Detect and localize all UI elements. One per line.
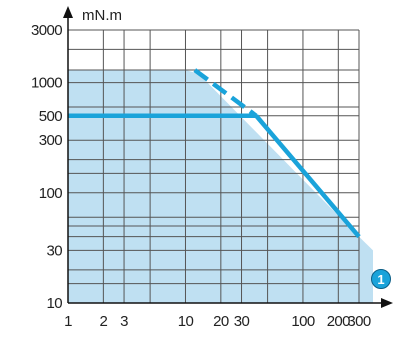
y-axis-unit-label: mN.m <box>82 7 122 24</box>
callout-badge-label: 1 <box>377 272 384 287</box>
y-tick-label: 100 <box>39 185 62 202</box>
y-tick-label: 300 <box>39 132 62 149</box>
x-tick-label: 3 <box>120 313 128 330</box>
x-axis-arrow <box>381 298 393 308</box>
series-line-3 <box>254 114 361 239</box>
y-tick-label: 3000 <box>31 22 62 39</box>
x-tick-label: 300 <box>347 313 370 330</box>
x-tick-label: 1 <box>64 313 72 330</box>
x-tick-label: 200 <box>327 313 350 330</box>
x-tick-label: 20 <box>213 313 229 330</box>
y-tick-label: 500 <box>39 108 62 125</box>
x-tick-label: 100 <box>291 313 314 330</box>
x-tick-label: 2 <box>99 313 107 330</box>
series-line-2 <box>193 68 258 118</box>
x-tick-label: 10 <box>178 313 194 330</box>
y-tick-label: 1000 <box>31 75 62 92</box>
y-tick-label: 10 <box>47 295 63 312</box>
y-axis-arrow <box>63 6 73 18</box>
callout-badge <box>371 269 391 289</box>
x-tick-label: 30 <box>234 313 250 330</box>
y-tick-label: 30 <box>47 242 63 259</box>
